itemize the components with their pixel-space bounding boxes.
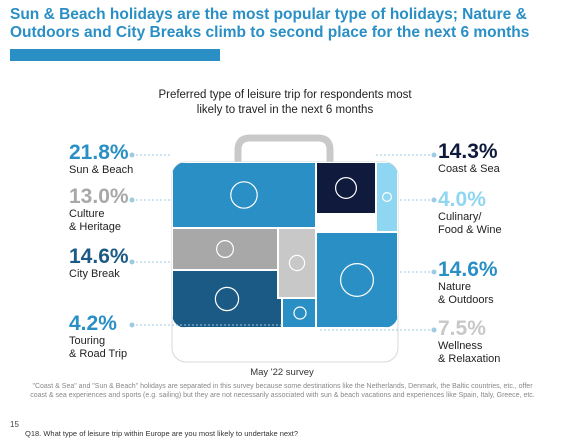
label-sun-beach: 21.8% Sun & Beach	[69, 142, 179, 177]
page-number: 15	[10, 420, 19, 429]
tile-sun-beach	[172, 162, 317, 229]
lounger-icon	[288, 254, 306, 272]
label-name: Wellness & Relaxation	[438, 340, 501, 365]
label-name: Touring & Road Trip	[69, 335, 128, 360]
label-value: 7.5%	[438, 317, 486, 340]
arc-de-triomphe-icon	[216, 240, 235, 259]
food-icon	[382, 192, 393, 203]
connector-dot	[431, 152, 437, 158]
tile-wellness-relaxation	[277, 227, 317, 299]
connector-dot	[431, 327, 437, 333]
chart-title: Preferred type of leisure trip for respo…	[158, 89, 412, 116]
label-culture-heritage: 13.0% Culture & Heritage	[69, 186, 179, 234]
label-value: 14.6%	[69, 245, 129, 268]
label-value: 4.2%	[69, 312, 117, 335]
title-accent-bar	[10, 49, 220, 61]
label-name: Coast & Sea	[438, 163, 500, 175]
tile-culture-heritage	[172, 227, 279, 271]
label-name: Culture & Heritage	[69, 208, 121, 233]
connector-dot	[129, 322, 135, 328]
connector-dot	[129, 259, 135, 265]
label-city-break: 14.6% City Break	[69, 246, 179, 281]
sun-tree-icon	[340, 263, 375, 298]
label-name: City Break	[69, 268, 120, 280]
waves-birds-icon	[335, 177, 358, 200]
label-value: 14.3%	[438, 140, 498, 163]
sun-palm-island-icon	[230, 181, 258, 209]
label-value: 4.0%	[438, 188, 486, 211]
label-wellness-relaxation: 7.5% Wellness & Relaxation	[438, 318, 548, 366]
label-value: 21.8%	[69, 141, 129, 164]
tile-city-break	[172, 269, 283, 328]
page-title: Sun & Beach holidays are the most popula…	[10, 6, 530, 41]
tile-touring-road-trip	[281, 297, 319, 328]
tile-culinary-food-wine	[375, 162, 398, 233]
survey-label: May '22 survey	[250, 367, 314, 378]
label-culinary-food-wine: 4.0% Culinary/ Food & Wine	[438, 189, 548, 237]
label-value: 13.0%	[69, 185, 129, 208]
survey-question: Q18. What type of leisure trip within Eu…	[25, 429, 299, 438]
connector-dot	[431, 269, 437, 275]
city-buildings-icon	[214, 286, 240, 312]
tile-nature-outdoors	[315, 231, 398, 328]
car-icon	[293, 306, 307, 320]
label-touring-road-trip: 4.2% Touring & Road Trip	[69, 313, 179, 361]
suitcase-handle	[234, 134, 334, 176]
label-value: 14.6%	[438, 258, 498, 281]
label-name: Culinary/ Food & Wine	[438, 211, 502, 236]
label-coast-sea: 14.3% Coast & Sea	[438, 141, 548, 176]
label-name: Sun & Beach	[69, 164, 134, 176]
footnote: "Coast & Sea" and "Sun & Beach" holidays…	[30, 383, 535, 399]
label-name: Nature & Outdoors	[438, 281, 494, 306]
label-nature-outdoors: 14.6% Nature & Outdoors	[438, 259, 548, 307]
connector-dot	[129, 152, 135, 158]
connector-dot	[431, 197, 437, 203]
tile-coast-sea	[315, 162, 377, 215]
connector-dot	[129, 197, 135, 203]
